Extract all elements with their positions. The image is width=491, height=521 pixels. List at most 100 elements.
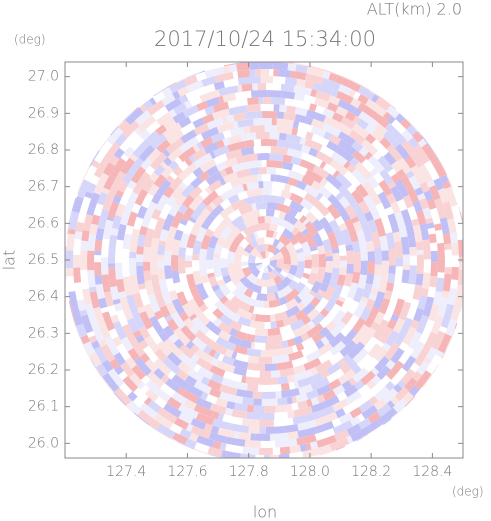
echo-cell bbox=[249, 125, 265, 133]
echo-cell bbox=[203, 142, 219, 155]
echo-cell bbox=[374, 247, 382, 265]
echo-cell bbox=[274, 266, 283, 274]
y-tick-label: 26.7 bbox=[28, 179, 59, 195]
echo-cell bbox=[185, 255, 193, 261]
echo-cell bbox=[402, 194, 412, 205]
echo-cell bbox=[348, 377, 357, 386]
echo-cell bbox=[272, 268, 280, 277]
echo-cell bbox=[192, 244, 201, 255]
echo-cell bbox=[178, 160, 189, 172]
echo-cell bbox=[281, 228, 295, 241]
echo-cell bbox=[330, 267, 340, 282]
echo-cell bbox=[328, 95, 341, 106]
echo-cell bbox=[303, 184, 320, 198]
echo-cell bbox=[332, 398, 349, 412]
echo-cell bbox=[141, 216, 151, 228]
echo-cell bbox=[157, 254, 165, 261]
echo-cell bbox=[435, 229, 444, 244]
echo-cell bbox=[139, 310, 153, 330]
echo-cell bbox=[369, 167, 379, 177]
echo-cell bbox=[195, 357, 213, 372]
echo-cell bbox=[293, 85, 312, 96]
echo-cell bbox=[182, 194, 195, 209]
echo-cell bbox=[87, 312, 99, 327]
echo-cell bbox=[161, 111, 173, 123]
echo-cell bbox=[394, 241, 403, 258]
echo-cell bbox=[372, 291, 386, 310]
echo-cell bbox=[405, 201, 414, 209]
echo-cell bbox=[250, 412, 262, 420]
echo-cell bbox=[305, 349, 322, 363]
echo-cell bbox=[284, 77, 298, 86]
echo-cell bbox=[172, 165, 184, 177]
echo-cell bbox=[240, 230, 248, 238]
echo-cell bbox=[253, 146, 271, 154]
echo-cell bbox=[322, 122, 342, 138]
echo-cell bbox=[219, 168, 228, 178]
echo-cell bbox=[283, 197, 293, 207]
echo-cell bbox=[89, 223, 98, 236]
echo-cell bbox=[133, 412, 150, 426]
echo-cell bbox=[431, 330, 446, 351]
echo-cell bbox=[416, 254, 424, 275]
echo-cell bbox=[400, 317, 413, 335]
echo-cell bbox=[115, 326, 127, 341]
echo-cell bbox=[291, 226, 300, 236]
echo-cell bbox=[322, 238, 332, 252]
echo-cell bbox=[199, 269, 208, 277]
echo-cell bbox=[358, 417, 372, 430]
y-tick-label: 26.6 bbox=[28, 215, 59, 231]
echo-cell bbox=[384, 206, 395, 216]
echo-cell bbox=[144, 335, 160, 353]
echo-cell bbox=[390, 406, 406, 419]
echo-cell bbox=[294, 211, 304, 221]
echo-cell bbox=[101, 359, 114, 373]
echo-cell bbox=[447, 218, 457, 234]
echo-cell bbox=[373, 398, 387, 411]
echo-cell bbox=[323, 296, 338, 313]
echo-cell bbox=[177, 204, 188, 215]
echo-cell bbox=[194, 329, 213, 347]
echo-cell bbox=[254, 246, 261, 254]
echo-cell bbox=[279, 324, 293, 335]
echo-cell bbox=[122, 276, 133, 297]
echo-cell bbox=[306, 398, 313, 408]
echo-cell bbox=[287, 177, 299, 187]
echo-cell bbox=[109, 170, 119, 178]
echo-cell bbox=[352, 107, 363, 117]
echo-cell bbox=[252, 306, 266, 315]
echo-cell bbox=[328, 378, 342, 391]
echo-cell bbox=[335, 299, 344, 308]
echo-cell bbox=[87, 269, 96, 288]
echo-cell bbox=[115, 250, 123, 263]
echo-cell bbox=[142, 177, 155, 193]
echo-cell bbox=[316, 435, 337, 448]
echo-cell bbox=[116, 278, 125, 293]
echo-cell bbox=[310, 89, 318, 98]
echo-cell bbox=[129, 251, 137, 259]
echo-cell bbox=[379, 137, 392, 150]
echo-cell bbox=[325, 173, 343, 190]
echo-cell bbox=[162, 117, 177, 130]
echo-cell bbox=[425, 354, 442, 375]
echo-cell bbox=[360, 296, 369, 303]
echo-cell bbox=[240, 453, 256, 458]
echo-cell bbox=[228, 458, 236, 460]
echo-cell bbox=[340, 311, 354, 325]
echo-cell bbox=[118, 370, 128, 381]
echo-cell bbox=[458, 206, 461, 213]
echo-cell bbox=[260, 69, 270, 77]
echo-cell bbox=[138, 144, 155, 162]
echo-cell bbox=[385, 359, 396, 370]
echo-cell bbox=[187, 298, 197, 308]
echo-cell bbox=[212, 308, 224, 320]
echo-cell bbox=[459, 212, 463, 221]
echo-cell bbox=[138, 326, 151, 340]
echo-cell bbox=[132, 148, 142, 159]
echo-cell bbox=[158, 240, 167, 246]
echo-cell bbox=[291, 344, 299, 353]
echo-cell bbox=[197, 152, 213, 166]
echo-cell bbox=[151, 105, 169, 121]
echo-cell bbox=[163, 156, 173, 167]
echo-cell bbox=[322, 395, 340, 409]
